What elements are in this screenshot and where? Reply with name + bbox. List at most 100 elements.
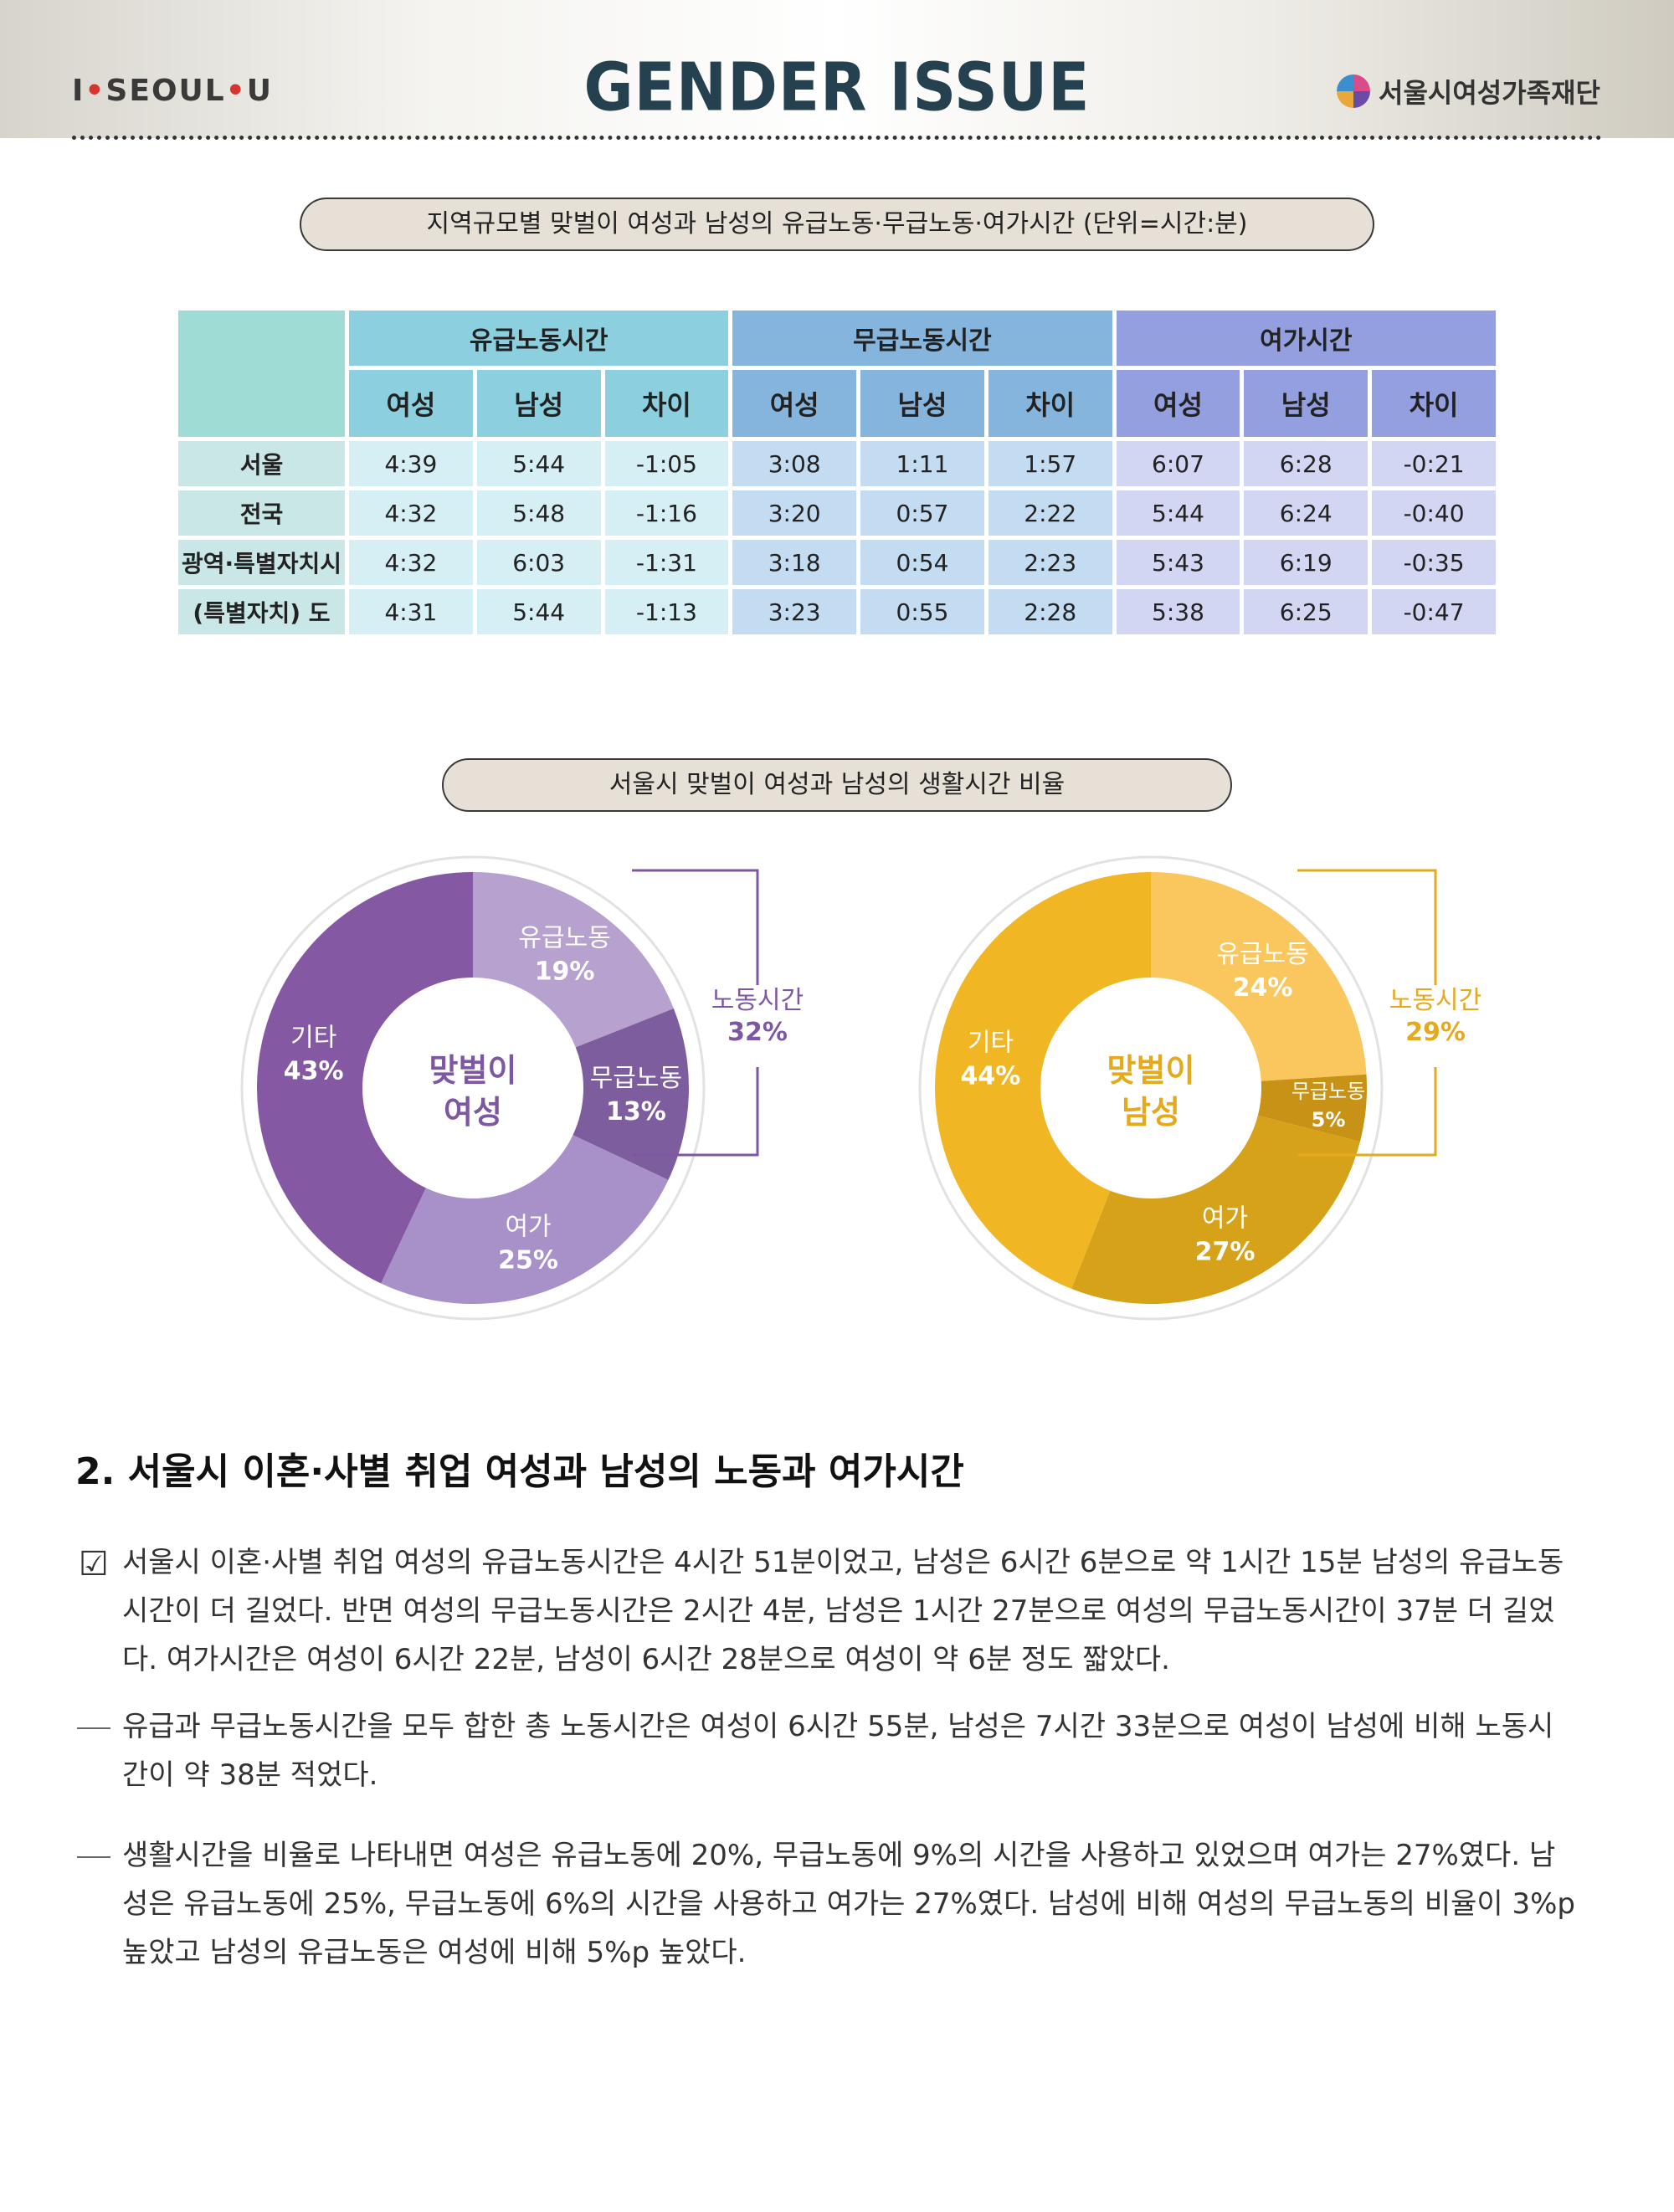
donut-slice (573, 1008, 689, 1180)
center-label: 여성 (444, 1094, 502, 1131)
table-cell: 6:28 (1244, 441, 1368, 486)
table-cell: 0:54 (860, 540, 984, 585)
donut-slice (1257, 1074, 1367, 1142)
bracket-line (632, 869, 759, 985)
table-cell: 1:11 (860, 441, 984, 486)
subheader-diff: 차이 (1372, 370, 1496, 437)
table-cell: -1:16 (604, 490, 729, 536)
checkbox-icon: ☑ (79, 1545, 109, 1583)
dash-bullet-icon (77, 1727, 110, 1729)
table-cell: 4:39 (349, 441, 473, 486)
slice-label: 유급노동 (518, 924, 610, 953)
slice-value: 13% (606, 1097, 666, 1127)
group-header: 여가시간 (1116, 311, 1496, 366)
table-cell: 2:28 (988, 589, 1112, 634)
bracket-label: 노동시간 (711, 986, 804, 1015)
header-divider (72, 136, 1602, 140)
table-cell: -0:21 (1372, 441, 1496, 486)
donut-slice (256, 872, 473, 1284)
table-cell: 3:23 (732, 589, 857, 634)
table-cell: 4:32 (349, 490, 473, 536)
donut-slice (1071, 1115, 1360, 1304)
slice-label: 기타 (968, 1028, 1014, 1057)
subheader-male: 남성 (1244, 370, 1368, 437)
page-title: GENDER ISSUE (583, 48, 1091, 126)
donut-center (1044, 981, 1258, 1195)
table-cell: 6:19 (1244, 540, 1368, 585)
subheader-male: 남성 (860, 370, 984, 437)
table-cell: -1:13 (604, 589, 729, 634)
bracket-line (1297, 869, 1437, 985)
table-cell: 5:44 (1116, 490, 1240, 536)
row-label: (특별자치) 도 (178, 589, 345, 634)
subheader-female: 여성 (1116, 370, 1240, 437)
table-cell: 3:18 (732, 540, 857, 585)
slice-value: 19% (535, 957, 595, 987)
subheader-male: 남성 (476, 370, 601, 437)
table-cell: -0:47 (1372, 589, 1496, 634)
table-cell: 3:20 (732, 490, 857, 536)
bracket-value: 32% (727, 1018, 788, 1047)
table-cell: 4:32 (349, 540, 473, 585)
group-header: 무급노동시간 (732, 311, 1112, 366)
row-label: 전국 (178, 490, 345, 536)
donut-slice (935, 872, 1151, 1289)
table-cell: 2:23 (988, 540, 1112, 585)
org-name: 서울시여성가족재단 (1379, 77, 1600, 109)
row-label: 광역·특별자치시 (178, 540, 345, 585)
slice-label: 유급노동 (1216, 940, 1308, 969)
group-header: 유급노동시간 (349, 311, 729, 366)
donut-slice (1151, 872, 1367, 1081)
slice-value: 25% (498, 1245, 558, 1275)
subheader-female: 여성 (732, 370, 857, 437)
subheader-female: 여성 (349, 370, 473, 437)
bracket-value: 29% (1405, 1018, 1466, 1047)
table-cell: 4:31 (349, 589, 473, 634)
paragraph: 유급과 무급노동시간을 모두 합한 총 노동시간은 여성이 6시간 55분, 남… (122, 1710, 1554, 1792)
table-corner (178, 311, 345, 437)
slice-value: 27% (1195, 1238, 1256, 1267)
table-cell: -0:40 (1372, 490, 1496, 536)
slice-value: 24% (1233, 973, 1293, 1003)
table-row: 광역·특별자치시 4:32 6:03 -1:31 3:18 0:54 2:23 … (178, 540, 1496, 585)
table-cell: 5:44 (476, 589, 601, 634)
table-cell: 5:43 (1116, 540, 1240, 585)
bracket-label: 노동시간 (1389, 986, 1481, 1015)
slice-value: 5% (1312, 1108, 1346, 1132)
table-cell: 3:08 (732, 441, 857, 486)
i-seoul-u-logo: I•SEOUL•U (72, 74, 273, 108)
table-cell: 6:25 (1244, 589, 1368, 634)
slice-label: 여가 (1202, 1204, 1248, 1234)
time-table: 유급노동시간 무급노동시간 여가시간 여성 남성 차이 여성 남성 차이 여성 … (174, 306, 1500, 639)
slice-value: 44% (961, 1061, 1021, 1091)
section-title: 2. 서울시 이혼·사별 취업 여성과 남성의 노동과 여가시간 (75, 1450, 964, 1493)
center-label: 맞벌이 (429, 1052, 517, 1089)
center-label: 맞벌이 (1107, 1052, 1195, 1089)
donut-slice (473, 872, 674, 1048)
donut-center (366, 981, 580, 1195)
chart-caption: 서울시 맞벌이 여성과 남성의 생활시간 비율 (442, 758, 1232, 812)
table-cell: 6:24 (1244, 490, 1368, 536)
table-cell: 6:07 (1116, 441, 1240, 486)
table-cell: -0:35 (1372, 540, 1496, 585)
table-cell: 2:22 (988, 490, 1112, 536)
table-cell: -1:31 (604, 540, 729, 585)
slice-value: 43% (284, 1056, 344, 1085)
center-label: 남성 (1122, 1094, 1180, 1131)
table-row: (특별자치) 도 4:31 5:44 -1:13 3:23 0:55 2:28 … (178, 589, 1496, 634)
table-row: 서울 4:39 5:44 -1:05 3:08 1:11 1:57 6:07 6… (178, 441, 1496, 486)
bracket-line (1297, 1067, 1437, 1157)
table-row: 전국 4:32 5:48 -1:16 3:20 0:57 2:22 5:44 6… (178, 490, 1496, 536)
paragraph: 생활시간을 비율로 나타내면 여성은 유급노동에 20%, 무급노동에 9%의 … (122, 1839, 1575, 1969)
slice-label: 무급노동 (1291, 1080, 1365, 1103)
donut-slice (381, 1135, 669, 1304)
slice-label: 기타 (290, 1023, 336, 1052)
table-cell: 5:38 (1116, 589, 1240, 634)
paragraph: 서울시 이혼·사별 취업 여성의 유급노동시간은 4시간 51분이었고, 남성은… (122, 1546, 1564, 1676)
table-cell: 0:55 (860, 589, 984, 634)
row-label: 서울 (178, 441, 345, 486)
table-caption: 지역규모별 맞벌이 여성과 남성의 유급노동·무급노동·여가시간 (단위=시간:… (300, 198, 1374, 251)
table-cell: 5:48 (476, 490, 601, 536)
table-cell: -1:05 (604, 441, 729, 486)
